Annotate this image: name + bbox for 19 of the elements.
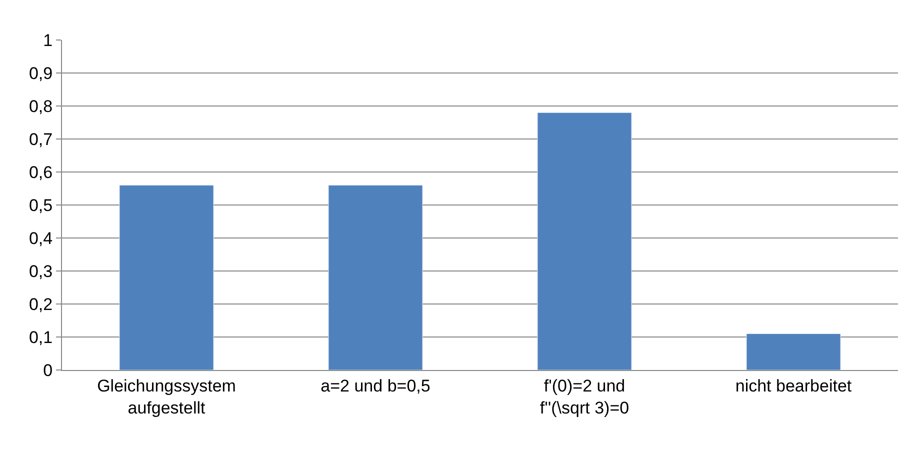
y-tick-label: 0,2: [28, 294, 53, 314]
bar: [328, 184, 423, 370]
y-tick-label: 0,6: [28, 162, 53, 182]
y-tick-label: 0,8: [28, 96, 53, 116]
x-tick-label: Gleichungssystem aufgestellt: [97, 376, 236, 418]
y-tick-label: 0,9: [28, 64, 53, 83]
y-tick-label: 0,7: [28, 130, 53, 149]
bar: [119, 184, 214, 370]
y-tick-label: 0,3: [28, 262, 53, 281]
y-tick-label: 0,4: [28, 228, 53, 248]
y-tick-label: 1: [43, 30, 53, 50]
bar: [746, 333, 841, 370]
y-tick-label: 0,1: [28, 328, 53, 347]
bar: [537, 112, 632, 370]
y-tick-label: 0,5: [28, 196, 53, 215]
x-tick-label: a=2 und b=0,5: [320, 376, 430, 396]
y-tick-label: 0: [43, 360, 53, 380]
x-tick-label: nicht bearbeitet: [735, 376, 852, 396]
x-tick-label: f'(0)=2 und f''(\sqrt 3)=0: [540, 376, 630, 418]
